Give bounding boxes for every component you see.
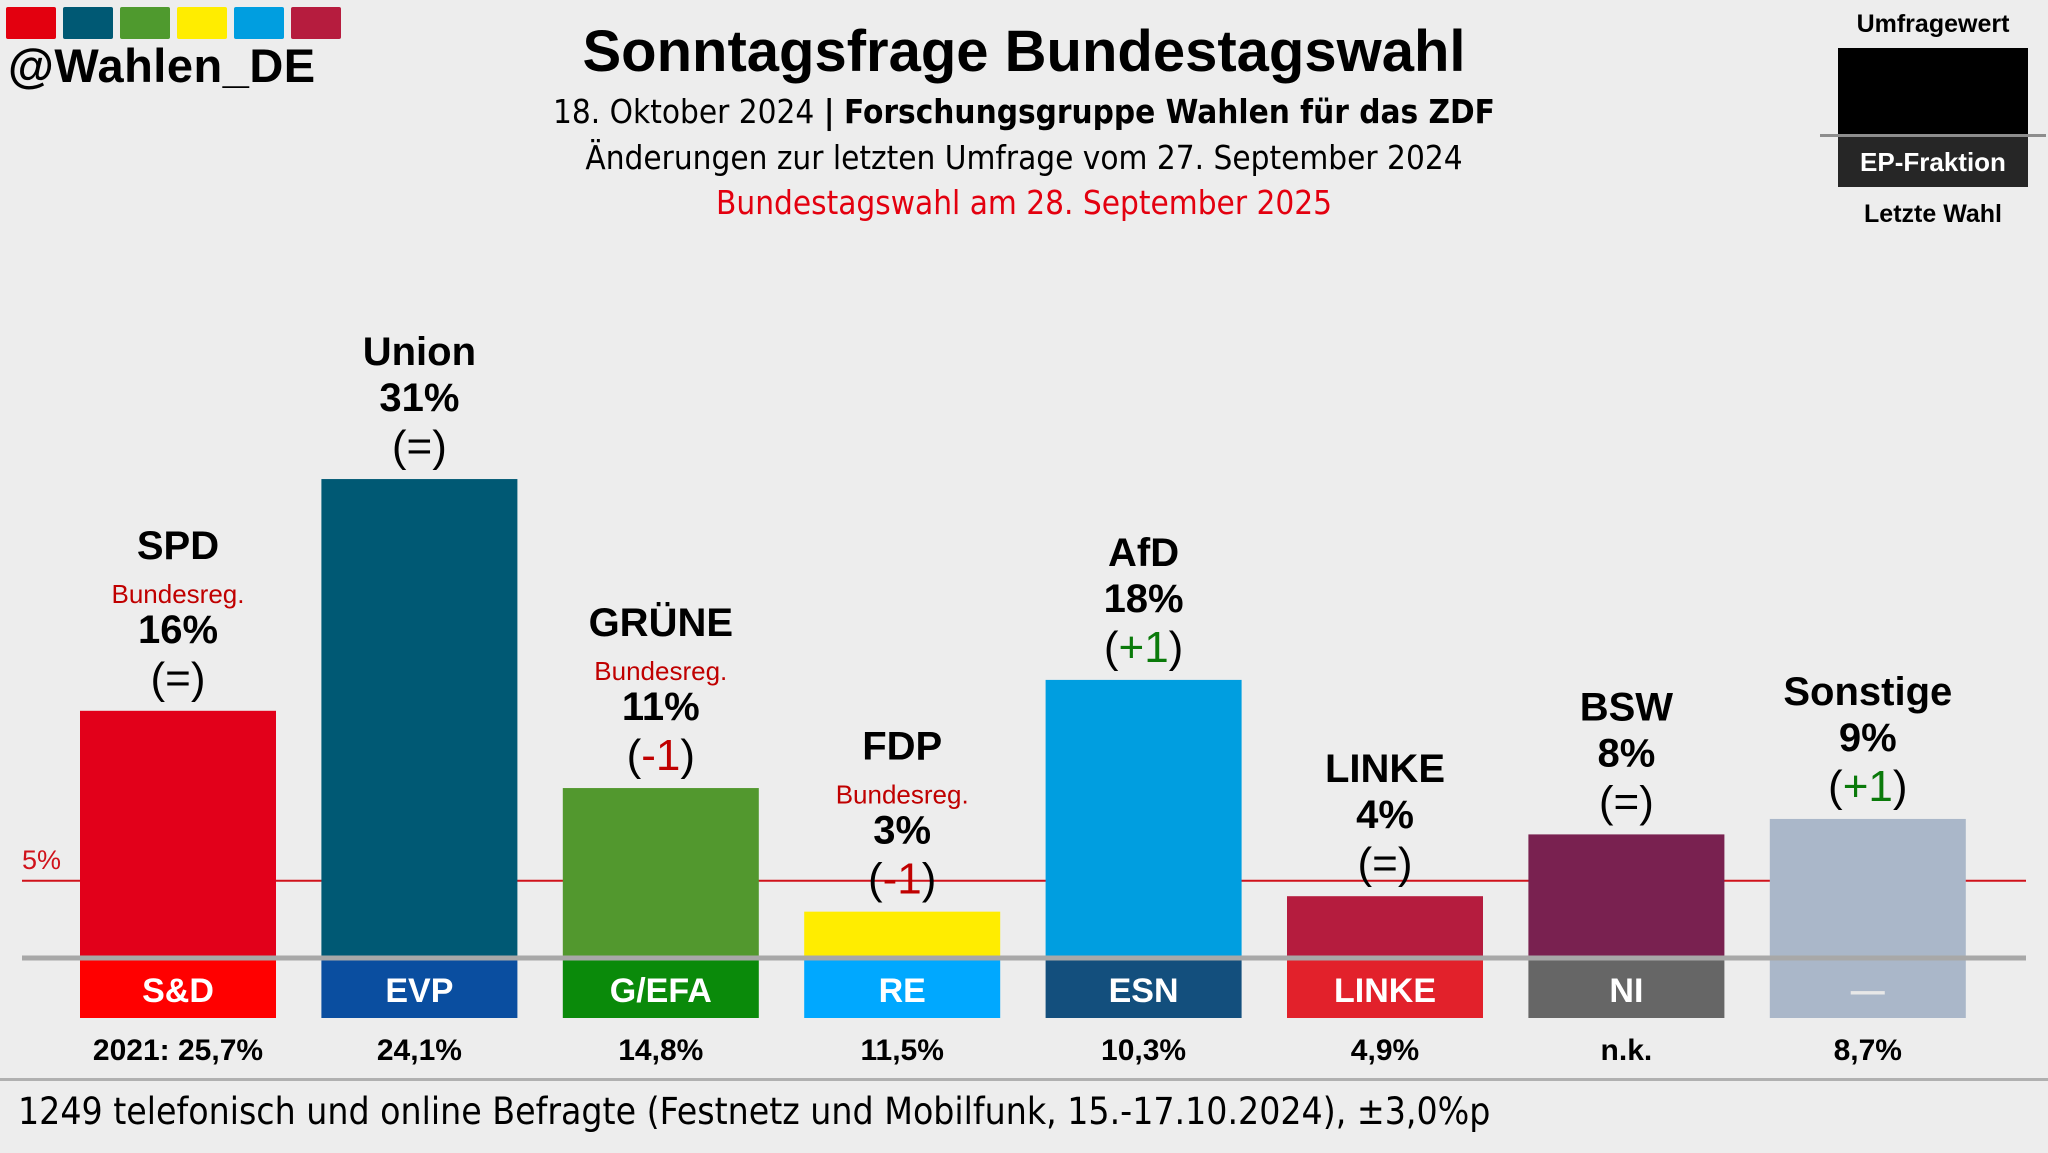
last-election-value: 2021: 25,7% <box>93 1034 263 1067</box>
value-label: 16% <box>138 608 218 652</box>
party-label: GRÜNE <box>589 600 733 645</box>
last-election-value: 14,8% <box>618 1034 703 1067</box>
ep-group-label: G/EFA <box>610 972 712 1010</box>
change-label: (-1) <box>627 731 695 780</box>
party-label: BSW <box>1580 685 1674 729</box>
party-label: LINKE <box>1325 747 1445 791</box>
ep-group-label: EVP <box>385 972 453 1010</box>
bar-union <box>321 479 518 958</box>
ep-group-box <box>1287 960 1483 1018</box>
legend-baseline <box>1820 134 2046 137</box>
government-note: Bundesreg. <box>594 656 727 686</box>
footer-methodology: 1249 telefonisch und online Befragte (Fe… <box>18 1090 1491 1133</box>
party-label: AfD <box>1108 531 1179 575</box>
legend-ep-group-label: EP-Fraktion <box>1838 137 2028 187</box>
value-label: 18% <box>1104 577 1184 621</box>
value-label: 4% <box>1356 793 1414 837</box>
value-label: 8% <box>1597 731 1655 775</box>
ep-group-box <box>1528 960 1725 1018</box>
change-label: (=) <box>150 654 205 703</box>
government-note: Bundesreg. <box>836 780 969 810</box>
logo-square <box>63 7 113 39</box>
legend-poll-value-label: Umfragewert <box>1856 10 2010 38</box>
ep-group-label: LINKE <box>1334 972 1436 1010</box>
ep-group-box <box>321 960 518 1018</box>
party-label: Sonstige <box>1783 670 1952 714</box>
legend-last-election-label: Letzte Wahl <box>1864 200 2002 228</box>
bar-afd <box>1045 679 1242 958</box>
government-note: Bundesreg. <box>112 579 245 609</box>
ep-group-label: RE <box>879 972 926 1010</box>
change-label: (=) <box>392 422 447 471</box>
legend-bar-swatch <box>1838 48 2028 135</box>
last-election-value: 10,3% <box>1101 1034 1186 1067</box>
change-label: (=) <box>1599 777 1654 826</box>
account-handle: @Wahlen_DE <box>8 39 316 92</box>
bar-sonstige <box>1769 818 1966 958</box>
ep-group-label: ESN <box>1109 972 1179 1010</box>
change-label: (+1) <box>1104 623 1183 672</box>
last-election-value: 8,7% <box>1834 1034 1902 1067</box>
election-note: Bundestagswahl am 28. September 2025 <box>716 183 1332 222</box>
legend: Umfragewert EP-Fraktion Letzte Wahl <box>1820 10 2046 228</box>
footer-divider <box>0 1078 2048 1081</box>
logo-square <box>291 7 341 39</box>
changes-note: Änderungen zur letzten Umfrage vom 27. S… <box>585 138 1463 177</box>
ep-group-box <box>562 960 759 1018</box>
logo-square <box>234 7 284 39</box>
logo-square <box>120 7 170 39</box>
change-label: (=) <box>1357 839 1412 888</box>
last-election-value: n.k. <box>1601 1034 1653 1067</box>
bar-fdp <box>804 911 1001 958</box>
last-election-value: 11,5% <box>860 1034 943 1067</box>
party-label: Union <box>363 330 476 374</box>
bar-linke <box>1287 896 1483 958</box>
ep-group-box <box>804 960 1001 1018</box>
bar-bsw <box>1528 834 1725 958</box>
threshold-label: 5% <box>22 845 61 875</box>
bar-grüne <box>562 788 759 958</box>
value-label: 31% <box>379 376 459 420</box>
party-label: FDP <box>862 725 942 769</box>
chart-title: Sonntagsfrage Bundestagswahl <box>582 19 1466 84</box>
value-label: 11% <box>622 685 700 729</box>
last-election-value: 24,1% <box>377 1034 462 1067</box>
change-label: (+1) <box>1828 762 1907 811</box>
party-label: SPD <box>137 524 219 568</box>
logo-square <box>6 7 56 39</box>
ep-group-box <box>1769 960 1966 1018</box>
value-label: 3% <box>873 809 931 853</box>
ep-group-label: — <box>1851 972 1885 1010</box>
ep-group-label: S&D <box>142 972 214 1010</box>
last-election-value: 4,9% <box>1351 1034 1419 1067</box>
change-label: (-1) <box>868 855 936 904</box>
value-label: 9% <box>1839 716 1897 760</box>
ep-group-box <box>80 960 276 1018</box>
poll-date: 18. Oktober 2024 <box>553 92 815 131</box>
logo-square <box>177 7 227 39</box>
separator: | <box>823 92 835 131</box>
institute: Forschungsgruppe Wahlen für das ZDF <box>844 92 1495 131</box>
ep-group-box <box>1045 960 1242 1018</box>
ep-group-label: NI <box>1609 972 1643 1010</box>
logo-color-squares <box>6 7 341 39</box>
subtitle-date-institute: 18. Oktober 2024 | Forschungsgruppe Wahl… <box>0 92 2048 131</box>
bar-spd <box>80 710 276 958</box>
